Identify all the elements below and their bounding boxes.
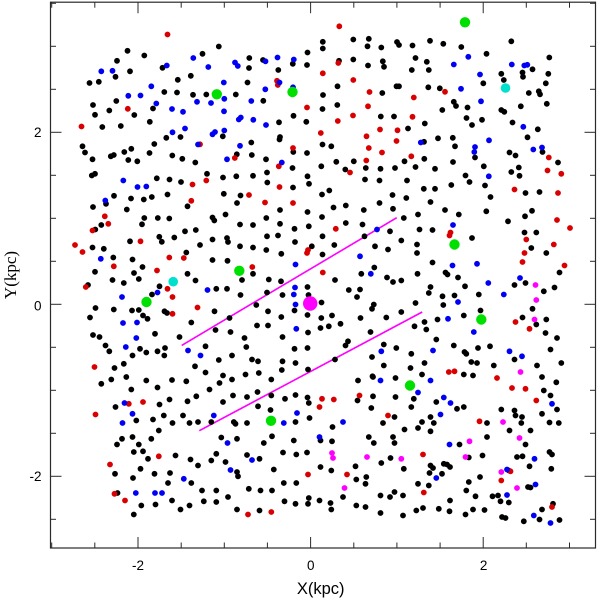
svg-text:-2: -2 (132, 558, 144, 573)
svg-text:2: 2 (34, 125, 42, 140)
svg-text:0: 0 (34, 299, 42, 314)
svg-text:X(kpc): X(kpc) (297, 580, 345, 598)
svg-text:Y(kpc): Y(kpc) (1, 251, 20, 299)
svg-text:-2: -2 (29, 469, 41, 484)
svg-text:2: 2 (480, 558, 488, 573)
svg-text:0: 0 (307, 558, 315, 573)
